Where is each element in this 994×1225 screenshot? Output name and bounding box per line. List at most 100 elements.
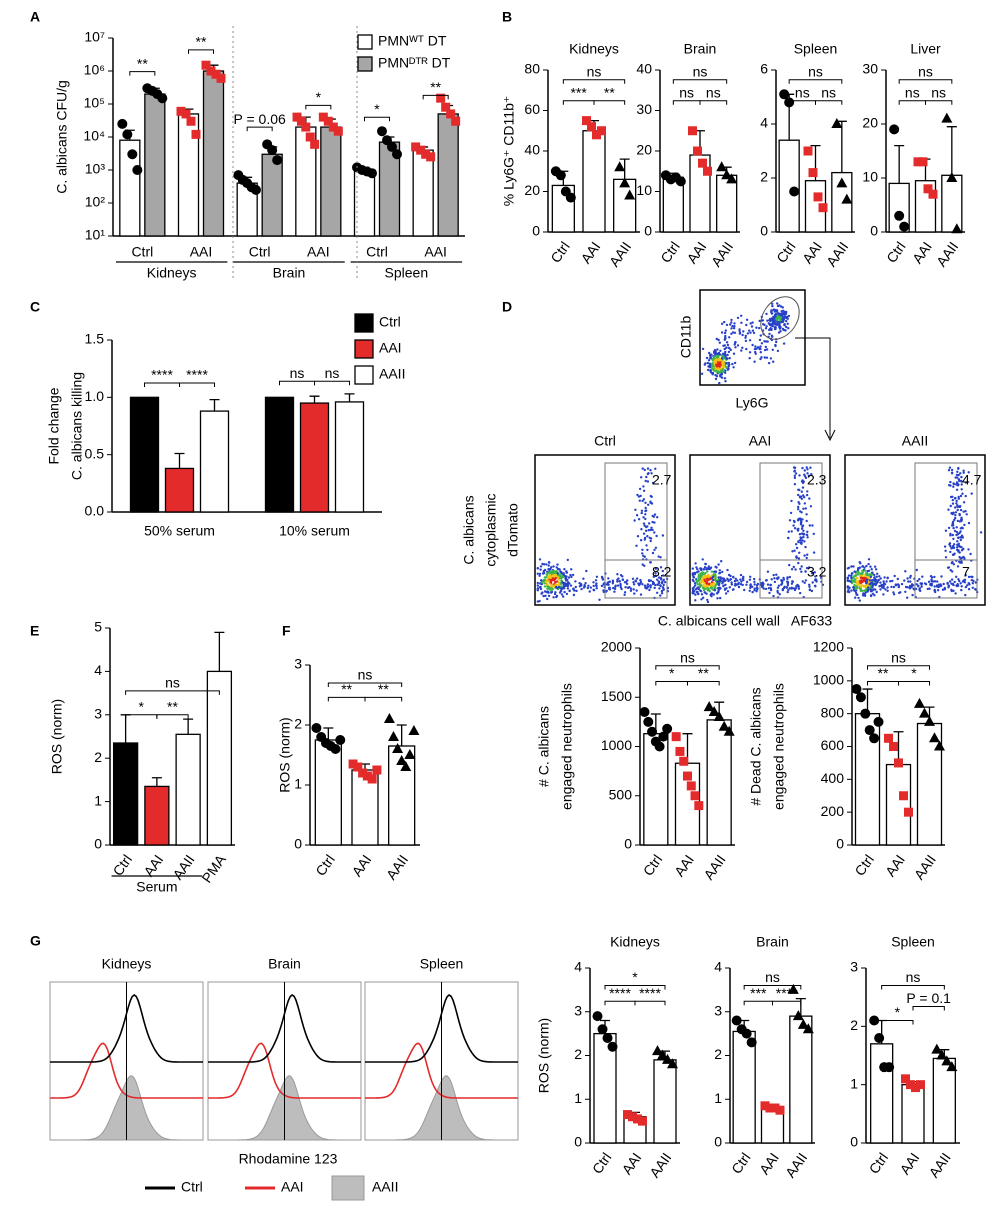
y-tick-label: 1.5 — [85, 331, 105, 347]
event-dot — [654, 467, 657, 470]
event-dot — [547, 580, 551, 583]
y-tick-label: 3 — [94, 706, 102, 722]
event-dot — [857, 596, 860, 600]
event-dot — [754, 345, 757, 348]
event-dot — [710, 593, 713, 596]
event-dot — [642, 485, 645, 488]
data-point — [731, 1015, 742, 1026]
event-dot — [536, 588, 539, 591]
y-tick-label: 0 — [294, 836, 302, 852]
event-dot — [639, 494, 642, 498]
event-dot — [862, 577, 865, 580]
event-dot — [719, 362, 722, 366]
event-dot — [797, 557, 801, 560]
event-dot — [961, 527, 964, 530]
event-dot — [595, 587, 598, 590]
event-dot — [956, 505, 959, 508]
event-dot — [964, 481, 968, 484]
event-dot — [959, 582, 962, 585]
event-dot — [554, 585, 558, 589]
event-dot — [951, 561, 954, 564]
event-dot — [722, 362, 726, 366]
bar — [334, 401, 365, 513]
y-tick-label: 800 — [821, 704, 845, 720]
event-dot — [649, 561, 652, 564]
event-dot — [808, 566, 811, 569]
y-tick-label: 0 — [644, 223, 652, 239]
bar — [206, 670, 233, 846]
event-dot — [715, 358, 718, 361]
event-dot — [863, 569, 867, 572]
event-dot — [958, 545, 962, 548]
event-dot — [886, 589, 889, 592]
event-dot — [749, 575, 752, 578]
panel-title: Liver — [910, 41, 941, 57]
data-point — [716, 161, 728, 172]
event-dot — [806, 533, 809, 537]
x-tick-label: AAI — [190, 244, 213, 260]
event-dot — [876, 580, 879, 584]
event-dot — [954, 592, 957, 595]
event-dot — [804, 570, 807, 573]
event-dot — [536, 584, 539, 587]
event-dot — [790, 568, 794, 571]
data-point — [662, 1053, 673, 1064]
data-point — [698, 158, 707, 168]
y-tick-label: 3 — [294, 656, 302, 672]
event-dot — [873, 578, 876, 581]
event-dot — [566, 578, 569, 582]
event-dot — [854, 596, 857, 599]
x-tick-label: AAI — [424, 244, 447, 260]
data-point — [643, 716, 654, 727]
event-dot — [717, 364, 720, 368]
event-dot — [719, 580, 722, 583]
event-dot — [633, 592, 636, 595]
event-dot — [942, 582, 945, 586]
legend-swatch — [354, 313, 374, 333]
data-point — [941, 112, 953, 123]
event-dot — [771, 348, 774, 351]
event-dot — [700, 567, 703, 570]
y-tick-label: 0.5 — [85, 445, 105, 461]
event-dot — [708, 567, 712, 571]
event-dot — [723, 357, 726, 360]
event-dot — [912, 587, 915, 590]
event-dot — [580, 587, 583, 591]
event-dot — [771, 302, 774, 305]
event-dot — [950, 468, 954, 472]
event-dot — [717, 366, 720, 370]
event-dot — [717, 351, 721, 355]
data-point — [335, 735, 346, 745]
event-dot — [879, 588, 882, 591]
event-dot — [751, 329, 755, 332]
event-dot — [762, 587, 765, 590]
event-dot — [621, 575, 624, 578]
event-dot — [753, 577, 756, 581]
event-dot — [753, 360, 756, 363]
event-dot — [776, 586, 780, 589]
event-dot — [932, 580, 935, 583]
event-dot — [653, 548, 656, 552]
event-dot — [944, 556, 948, 559]
significance-label: * — [669, 665, 675, 681]
event-dot — [720, 331, 724, 334]
event-dot — [957, 478, 961, 481]
event-dot — [643, 468, 646, 472]
event-dot — [637, 582, 640, 585]
event-dot — [691, 588, 695, 592]
event-dot — [852, 565, 855, 568]
event-dot — [692, 580, 695, 583]
event-dot — [786, 584, 790, 587]
event-dot — [714, 570, 717, 573]
event-dot — [786, 590, 789, 594]
event-dot — [879, 577, 882, 580]
event-dot — [640, 476, 643, 479]
event-dot — [793, 483, 797, 486]
event-dot — [721, 582, 724, 585]
event-dot — [873, 582, 876, 586]
event-dot — [539, 582, 542, 585]
event-dot — [728, 586, 731, 589]
significance-bracket — [772, 1000, 802, 1006]
event-dot — [954, 506, 957, 509]
data-point — [657, 1049, 668, 1060]
